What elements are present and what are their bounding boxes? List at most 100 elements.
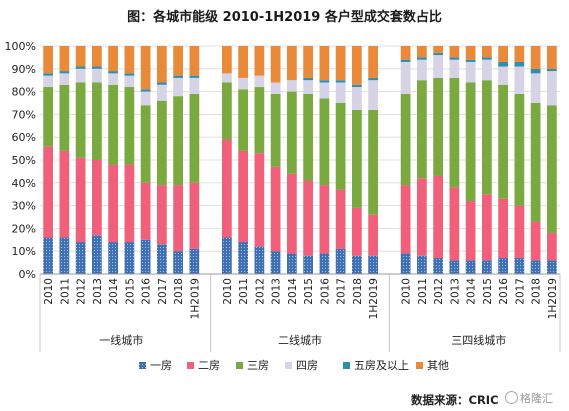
bar-segment — [238, 242, 248, 274]
bar-segment — [189, 93, 200, 183]
bar-segment — [335, 103, 346, 190]
x-tick-label: 2012 — [254, 278, 266, 305]
watermark: 格隆汇 — [505, 390, 553, 406]
bar-segment — [498, 198, 508, 259]
bar-segment — [449, 59, 460, 78]
x-tick-label: 2013 — [271, 278, 283, 305]
bar-segment — [514, 61, 525, 67]
bar-segment — [514, 205, 525, 259]
y-tick-label: 90% — [12, 63, 36, 76]
bar-segment — [157, 244, 167, 274]
watermark-logo-icon — [505, 391, 518, 404]
bar-segment — [59, 46, 70, 72]
bar-segment — [368, 80, 378, 110]
bar-segment — [319, 98, 330, 186]
bar-segment — [222, 73, 232, 83]
bar-segment — [417, 80, 427, 179]
x-tick-label: 2017 — [514, 278, 526, 305]
bar-segment — [92, 46, 102, 67]
bar-segment — [514, 46, 525, 62]
x-tick-label: 2013 — [92, 278, 104, 305]
bar-segment — [43, 46, 53, 74]
bar-segment — [482, 57, 492, 60]
bar-segment — [417, 178, 427, 256]
bar-segment — [400, 46, 411, 60]
bar-segment — [530, 46, 541, 69]
bar-segment — [75, 68, 86, 83]
bar-segment — [400, 185, 411, 254]
bar-segment — [157, 100, 167, 186]
bar-segment — [465, 59, 476, 62]
bar-segment — [433, 46, 443, 53]
bar-segment — [303, 80, 313, 94]
bar-segment — [368, 109, 378, 215]
bar-segment — [157, 185, 167, 245]
bar-segment — [124, 46, 135, 74]
bar-segment — [400, 61, 411, 94]
bar-segment — [124, 242, 135, 274]
y-tick-label: 100% — [5, 40, 36, 53]
bar-segment — [547, 71, 557, 106]
legend-swatch — [416, 362, 423, 369]
watermark-text: 格隆汇 — [520, 392, 553, 405]
y-tick-label: 30% — [12, 200, 36, 213]
bar-segment — [352, 207, 362, 256]
legend-swatch — [285, 362, 292, 369]
bar-segment — [222, 139, 232, 238]
bar-segment — [547, 260, 557, 274]
legend-swatch — [139, 362, 146, 369]
bar-segment — [449, 46, 460, 58]
bar-segment — [352, 109, 362, 208]
x-tick-label: 2018 — [531, 278, 543, 305]
bar-segment — [254, 153, 265, 247]
bar-segment — [189, 46, 200, 76]
bar-segment — [417, 57, 427, 60]
x-tick-label: 2015 — [482, 278, 494, 305]
bar-segment — [514, 93, 525, 206]
bar-segment — [140, 182, 151, 240]
x-tick-label: 2014 — [287, 278, 299, 305]
bar-segment — [59, 71, 70, 74]
x-tick-label: 2016 — [141, 278, 153, 305]
bar-segment — [482, 194, 492, 261]
bar-segment — [400, 59, 411, 62]
bar-segment — [92, 82, 102, 160]
bar-segment — [92, 68, 102, 83]
x-tick-label: 2016 — [319, 278, 331, 305]
y-tick-label: 10% — [12, 245, 36, 258]
bar-segment — [319, 82, 330, 99]
group-label: 二线城市 — [278, 333, 322, 347]
bar-segment — [530, 73, 541, 103]
bar-segment — [547, 232, 557, 261]
bar-segment — [498, 258, 508, 274]
bar-segment — [498, 61, 508, 67]
bar-segment — [124, 164, 135, 243]
bar-segment — [108, 46, 118, 72]
bar-segment — [352, 46, 362, 85]
bar-segment — [530, 103, 541, 222]
bar-segment — [189, 75, 200, 78]
bar-segment — [189, 182, 200, 249]
bar-segment — [92, 66, 102, 69]
bar-segment — [514, 66, 525, 94]
x-tick-label: 2010 — [43, 278, 55, 305]
x-tick-label: 2017 — [157, 278, 169, 305]
legend-swatch — [187, 362, 194, 369]
bar-segment — [173, 75, 183, 78]
bar-segment — [173, 77, 183, 97]
bar-segment — [352, 255, 362, 274]
data-source: 数据来源：CRIC — [411, 393, 499, 407]
bar-segment — [43, 146, 53, 238]
bar-segment — [465, 82, 476, 202]
bar-segment — [368, 77, 378, 81]
bar-segment — [173, 185, 183, 252]
x-tick-label: 2011 — [417, 278, 429, 305]
x-tick-label: 2012 — [433, 278, 445, 305]
bar-segment — [140, 91, 151, 106]
bar-segment — [335, 46, 346, 81]
y-tick-label: 60% — [12, 131, 36, 144]
bar-segment — [287, 80, 297, 92]
x-tick-label: 2010 — [401, 278, 413, 305]
bar-segment — [140, 105, 151, 183]
x-tick-label: 2015 — [124, 278, 136, 305]
